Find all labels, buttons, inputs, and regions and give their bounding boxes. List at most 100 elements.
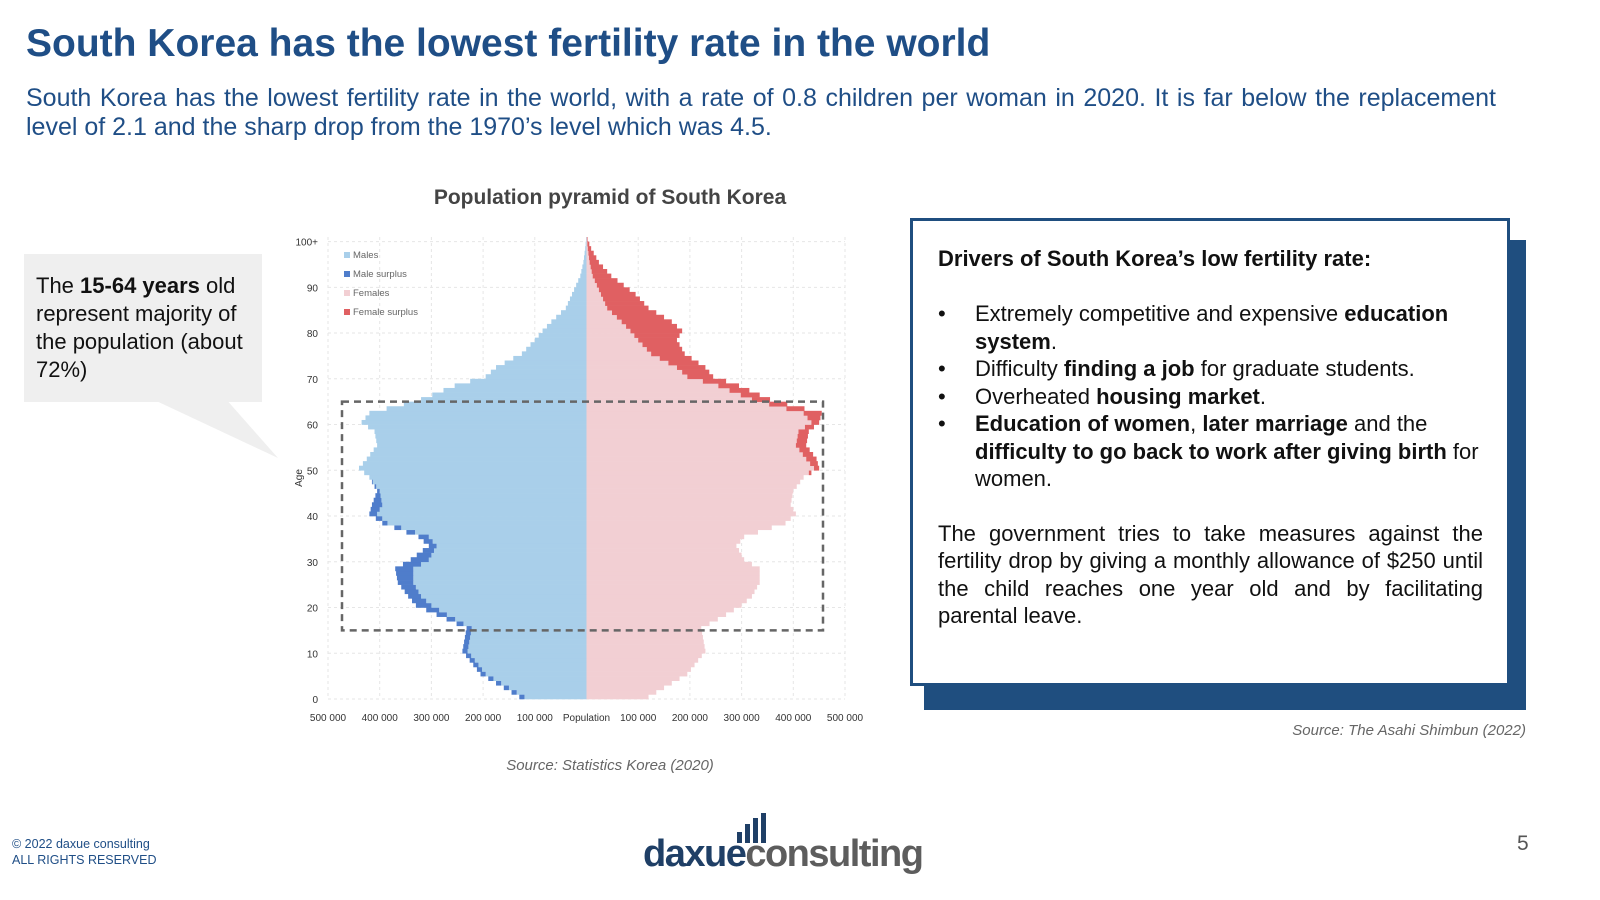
x-tick-label: 400 000 — [362, 713, 399, 724]
male-surplus-bar — [519, 694, 525, 700]
male-bar — [372, 479, 587, 485]
logo-daxue: daxue — [643, 833, 746, 875]
male-surplus-bar — [436, 612, 447, 617]
male-bar — [443, 387, 587, 393]
female-surplus-bar — [687, 374, 714, 380]
y-tick-label: 50 — [307, 466, 319, 477]
female-bar — [586, 625, 702, 631]
male-bar — [361, 419, 587, 425]
female-bar — [586, 264, 591, 270]
male-bar — [585, 246, 587, 252]
female-bar — [586, 387, 730, 393]
male-bar — [380, 493, 587, 499]
female-bar — [586, 424, 805, 430]
female-surplus-bar — [702, 378, 727, 384]
male-bar — [421, 593, 587, 599]
female-bar — [586, 392, 741, 398]
female-surplus-bar — [807, 415, 821, 421]
female-bar — [586, 301, 606, 306]
male-bar — [470, 634, 587, 640]
female-bar — [586, 401, 770, 407]
driver-bold: Education of women — [975, 411, 1191, 436]
male-bar — [534, 337, 587, 343]
female-bar — [586, 662, 695, 668]
page-subtitle: South Korea has the lowest fertility rat… — [26, 84, 1496, 141]
male-bar — [431, 602, 587, 608]
female-bar — [586, 552, 742, 558]
female-bar — [586, 484, 797, 489]
female-surplus-bar — [811, 419, 820, 425]
x-tick-label: 400 000 — [775, 713, 812, 724]
legend-swatch — [344, 309, 350, 315]
male-bar — [546, 323, 587, 329]
male-bar — [508, 685, 587, 691]
male-bar — [418, 589, 587, 595]
male-bar — [359, 465, 587, 471]
female-bar — [586, 250, 589, 256]
female-bar — [586, 355, 660, 361]
male-bar — [401, 525, 587, 531]
driver-bold: later marriage — [1202, 411, 1348, 436]
female-surplus-bar — [616, 314, 665, 320]
male-bar — [454, 383, 587, 389]
male-surplus-bar — [408, 593, 422, 599]
driver-item: • Extremely competitive and expensive edu… — [938, 300, 1483, 355]
female-bar — [586, 676, 680, 682]
male-surplus-bar — [422, 548, 434, 553]
male-bar — [490, 369, 587, 375]
female-bar — [586, 246, 588, 252]
male-bar — [524, 694, 587, 700]
male-surplus-bar — [395, 566, 414, 572]
female-bar — [586, 378, 703, 384]
male-bar — [578, 278, 587, 284]
driver-bold: difficulty to go back to work after givi… — [975, 438, 1447, 464]
male-bar — [387, 520, 587, 526]
female-bar — [586, 291, 601, 297]
female-surplus-bar — [588, 255, 597, 261]
male-bar — [496, 365, 587, 370]
male-bar — [584, 255, 587, 261]
y-tick-label: 100+ — [295, 238, 318, 249]
male-bar — [375, 433, 587, 439]
male-bar — [377, 442, 587, 448]
male-surplus-bar — [375, 516, 383, 521]
female-bar — [586, 241, 588, 247]
male-surplus-bar — [402, 561, 422, 567]
female-bar — [586, 593, 752, 599]
female-surplus-bar — [806, 456, 817, 462]
female-surplus-bar — [588, 250, 594, 256]
legend-label: Male surplus — [353, 269, 407, 280]
female-surplus-bar — [605, 301, 645, 306]
population-pyramid-chart: 500 000 400 000 300 000 200 000 100 000 Popul… — [294, 237, 864, 724]
male-bar — [565, 305, 587, 311]
male-bar — [413, 580, 587, 585]
male-bar — [569, 296, 587, 302]
male-surplus-bar — [426, 607, 440, 613]
male-bar — [365, 415, 587, 421]
male-bar — [501, 680, 587, 686]
logo-bars-icon — [737, 813, 766, 843]
female-bar — [586, 639, 704, 645]
female-bar — [586, 621, 710, 627]
male-surplus-bar — [463, 644, 469, 649]
bullet: • — [938, 383, 946, 409]
female-bar — [586, 369, 683, 375]
male-surplus-bar — [503, 685, 509, 691]
female-surplus-bar — [804, 424, 814, 430]
female-surplus-bar — [786, 406, 805, 412]
male-surplus-bar — [476, 666, 483, 672]
female-surplus-bar — [594, 278, 618, 284]
male-bar — [504, 360, 587, 366]
female-bar — [586, 383, 719, 389]
female-bar — [586, 671, 688, 677]
male-bar — [574, 287, 587, 293]
driver-item: • Difficulty finding a job for graduate s… — [938, 355, 1483, 383]
female-bar — [586, 410, 804, 416]
female-bar — [586, 534, 745, 540]
female-bar — [586, 607, 734, 613]
female-surplus-bar — [682, 369, 710, 375]
driver-item: • Education of women, later marriage and … — [938, 410, 1483, 493]
callout-bold: 15-64 years — [80, 273, 200, 298]
female-bar — [586, 644, 705, 649]
svg-text:daxueconsulting: daxueconsulting — [643, 833, 922, 875]
